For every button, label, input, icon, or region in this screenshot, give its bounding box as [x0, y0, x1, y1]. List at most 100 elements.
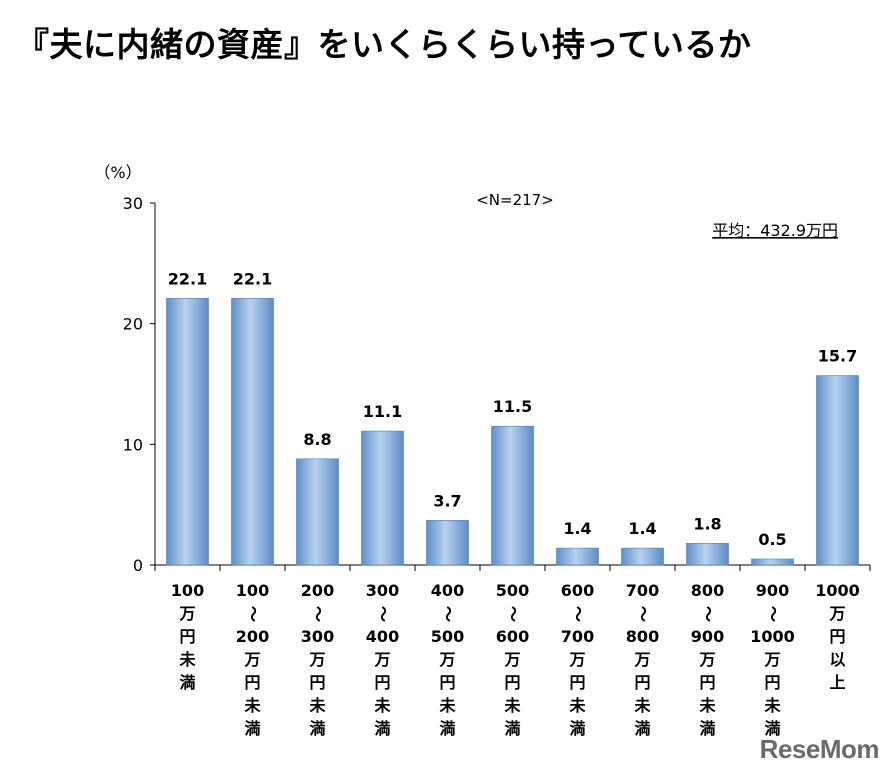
- x-tick-label: 未: [243, 696, 260, 715]
- x-tick-label: 600: [561, 581, 594, 600]
- x-tick-label: 円: [634, 673, 650, 692]
- x-tick-label: 未: [763, 696, 780, 715]
- x-tick-label: 円: [179, 627, 195, 646]
- bar: [166, 298, 209, 566]
- x-tick-label: 万: [243, 650, 260, 669]
- x-tick-label: 700: [561, 627, 594, 646]
- bar: [556, 547, 599, 566]
- x-tick-label: 満: [504, 719, 520, 738]
- labels: 0102030（%）<N=217>平均：432.9万円22.1100万円未満22…: [94, 163, 859, 738]
- x-tick-label: 800: [626, 627, 659, 646]
- x-tick-label: 300: [366, 581, 399, 600]
- x-tick-label: 〜: [309, 606, 328, 622]
- x-tick-label: 未: [178, 650, 195, 669]
- x-tick-label: 円: [569, 673, 585, 692]
- x-tick-label: 〜: [439, 606, 458, 622]
- x-tick-label: 万: [308, 650, 325, 669]
- x-tick-label: 万: [763, 650, 780, 669]
- x-tick-label: 万: [568, 650, 585, 669]
- x-tick-label: 100: [171, 581, 204, 600]
- x-tick-label: 満: [699, 719, 715, 738]
- y-tick-label: 10: [123, 435, 143, 454]
- x-tick-label: 400: [366, 627, 399, 646]
- x-tick-label: 万: [438, 650, 455, 669]
- x-tick-label: 円: [764, 673, 780, 692]
- bar: [491, 425, 534, 566]
- x-tick-label: 500: [496, 581, 529, 600]
- x-tick-label: 満: [374, 719, 390, 738]
- x-tick-label: 万: [373, 650, 390, 669]
- x-tick-label: 〜: [244, 606, 263, 622]
- x-tick-label: 900: [756, 581, 789, 600]
- y-tick-label: 20: [123, 315, 143, 334]
- data-label: 11.5: [493, 397, 532, 416]
- data-label: 1.4: [563, 519, 591, 538]
- x-tick-label: 満: [634, 719, 650, 738]
- x-tick-label: 200: [301, 581, 334, 600]
- x-tick-label: 未: [308, 696, 325, 715]
- chart-title: 『夫に内緒の資産』をいくらくらい持っているか: [16, 25, 752, 64]
- x-tick-label: 〜: [699, 606, 718, 622]
- x-tick-label: 満: [439, 719, 455, 738]
- bar: [231, 298, 274, 566]
- x-tick-label: 円: [309, 673, 325, 692]
- data-label: 11.1: [363, 402, 402, 421]
- bars: [166, 298, 859, 566]
- x-tick-label: 未: [633, 696, 650, 715]
- x-tick-label: 800: [691, 581, 724, 600]
- data-label: 22.1: [168, 269, 207, 288]
- data-label: 0.5: [758, 530, 786, 549]
- data-label: 1.4: [628, 519, 656, 538]
- x-tick-label: 未: [503, 696, 520, 715]
- data-label: 1.8: [693, 514, 721, 533]
- data-label: 22.1: [233, 269, 272, 288]
- x-tick-label: 700: [626, 581, 659, 600]
- x-tick-label: 万: [698, 650, 715, 669]
- x-tick-label: 〜: [634, 606, 653, 622]
- x-tick-label: 万: [633, 650, 650, 669]
- x-tick-label: 以: [829, 650, 845, 669]
- x-tick-label: 〜: [504, 606, 523, 622]
- x-tick-label: 円: [699, 673, 715, 692]
- data-label: 15.7: [818, 347, 857, 366]
- watermark-logo: ReseMom: [759, 734, 880, 764]
- average-note: 平均：432.9万円: [712, 221, 838, 240]
- sample-size-note: <N=217>: [476, 191, 554, 209]
- x-tick-label: 未: [568, 696, 585, 715]
- x-tick-label: 〜: [374, 606, 393, 622]
- x-tick-label: 300: [301, 627, 334, 646]
- x-tick-label: 500: [431, 627, 464, 646]
- y-tick-label: 0: [133, 556, 143, 575]
- x-tick-label: 600: [496, 627, 529, 646]
- bar: [686, 542, 729, 566]
- x-tick-label: 900: [691, 627, 724, 646]
- bar: [361, 430, 404, 566]
- data-label: 3.7: [433, 491, 461, 510]
- x-tick-label: 円: [439, 673, 455, 692]
- x-tick-label: 円: [504, 673, 520, 692]
- x-tick-label: 未: [698, 696, 715, 715]
- x-tick-label: 未: [373, 696, 390, 715]
- data-label: 8.8: [303, 430, 331, 449]
- bar: [621, 547, 664, 566]
- x-tick-label: 円: [374, 673, 390, 692]
- x-tick-label: 万: [828, 604, 845, 623]
- y-tick-label: 30: [123, 194, 143, 213]
- x-tick-label: 満: [179, 673, 195, 692]
- x-tick-label: 100: [236, 581, 269, 600]
- x-tick-label: 1000: [815, 581, 860, 600]
- bar: [751, 558, 794, 566]
- x-tick-label: 1000: [750, 627, 795, 646]
- x-tick-label: 400: [431, 581, 464, 600]
- x-tick-label: 万: [503, 650, 520, 669]
- x-tick-label: 〜: [764, 606, 783, 622]
- x-tick-label: 円: [829, 627, 845, 646]
- x-tick-label: 満: [764, 719, 780, 738]
- x-tick-label: 上: [829, 673, 845, 692]
- x-tick-label: 満: [244, 719, 260, 738]
- x-tick-label: 万: [178, 604, 195, 623]
- y-unit-label: （%）: [94, 163, 141, 182]
- x-tick-label: 満: [569, 719, 585, 738]
- x-tick-label: 〜: [569, 606, 588, 622]
